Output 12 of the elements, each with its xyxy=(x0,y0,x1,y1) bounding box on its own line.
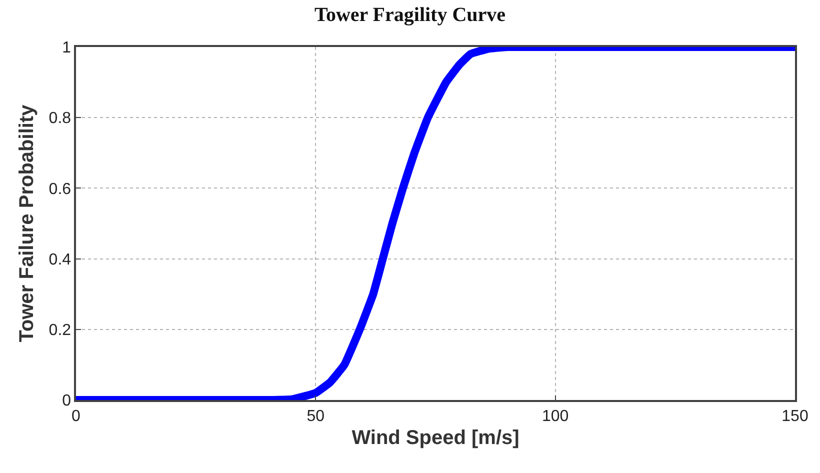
x-axis-title: Wind Speed [m/s] xyxy=(352,426,520,449)
y-tick-label: 0.6 xyxy=(48,180,72,198)
y-tick-label: 0.4 xyxy=(48,251,72,268)
y-tick-label: 0.2 xyxy=(48,322,72,339)
x-tick-label: 100 xyxy=(542,408,569,425)
x-tick-label: 50 xyxy=(306,408,325,425)
x-tick-label: 150 xyxy=(782,408,808,425)
y-tick-label: 0 xyxy=(62,392,72,410)
y-tick-label: 1 xyxy=(62,40,72,57)
y-tick-label: 0.8 xyxy=(48,110,72,128)
chart-title: Tower Fragility Curve xyxy=(314,4,506,26)
y-axis-title: Tower Failure Probability xyxy=(16,104,38,342)
